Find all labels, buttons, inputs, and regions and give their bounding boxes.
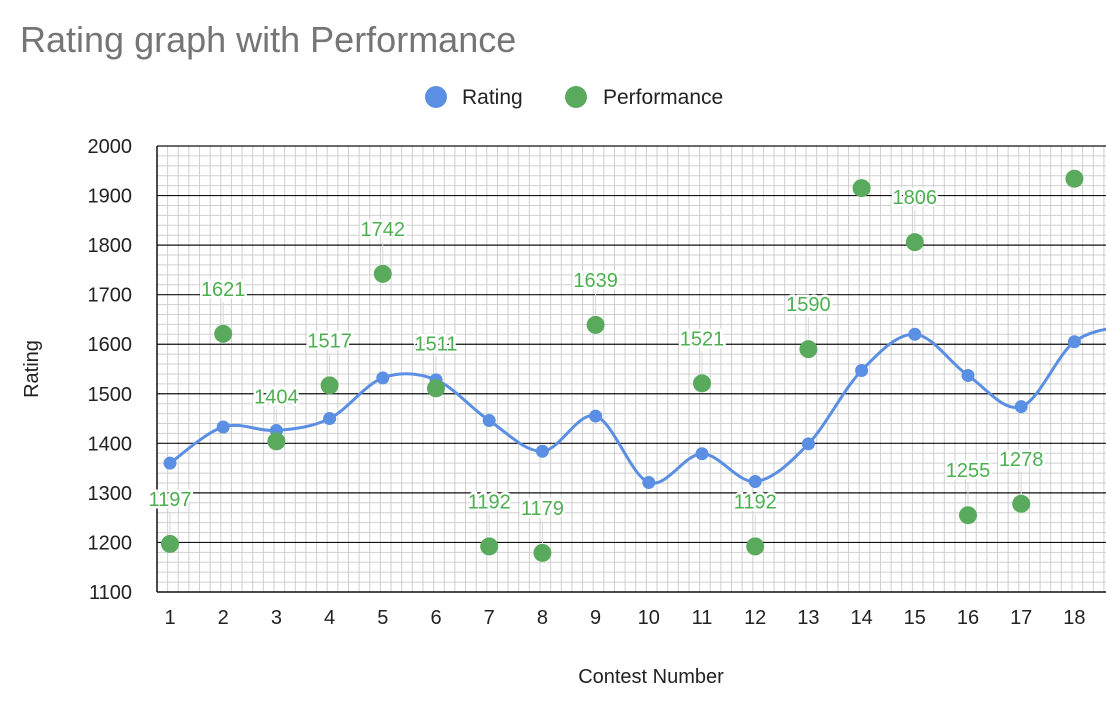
rating-point	[376, 371, 390, 385]
performance-data-label: 1179	[521, 498, 564, 520]
performance-data-label: 1639	[573, 270, 618, 292]
y-tick-label: 1900	[88, 186, 133, 208]
rating-point	[908, 327, 922, 341]
x-tick-label: 2	[218, 607, 229, 629]
x-tick-label: 11	[692, 607, 713, 629]
performance-point	[267, 432, 286, 451]
x-tick-label: 16	[957, 607, 979, 629]
rating-point	[801, 437, 815, 451]
rating-point	[695, 447, 709, 461]
x-tick-label: 4	[324, 607, 335, 629]
performance-point	[693, 374, 711, 393]
performance-data-label: 1192	[734, 491, 777, 513]
x-tick-label: 13	[797, 607, 819, 629]
chart-title: Rating graph with Performance	[20, 19, 516, 60]
y-tick-label: 1600	[88, 334, 133, 356]
x-tick-label: 15	[904, 607, 926, 629]
y-axis-ticks: 2000 1900 1800 1700 1600 1500 1400 1300 1200 1100	[88, 136, 133, 604]
performance-data-label: 1521	[680, 328, 725, 350]
rating-point	[323, 412, 337, 426]
performance-point	[214, 324, 233, 343]
legend-label-rating: Rating	[462, 86, 523, 109]
legend-label-performance: Performance	[603, 86, 723, 109]
performance-point	[586, 315, 605, 334]
rating-point	[748, 474, 762, 488]
rating-point	[1014, 400, 1028, 414]
performance-data-label: 1255	[946, 460, 991, 482]
x-tick-label: 8	[537, 607, 548, 629]
x-tick-label: 1	[164, 607, 175, 629]
y-axis-title: Rating	[21, 340, 43, 398]
rating-point	[961, 368, 975, 382]
performance-point	[427, 379, 445, 398]
performance-point	[905, 233, 924, 252]
rating-point	[589, 409, 603, 423]
x-tick-label: 12	[744, 607, 766, 629]
performance-point	[1012, 494, 1031, 513]
performance-point	[852, 179, 871, 198]
rating-point	[642, 475, 656, 489]
legend-marker-rating	[425, 86, 447, 108]
x-tick-label: 9	[590, 607, 601, 629]
performance-data-label: 1806	[893, 187, 938, 209]
performance-data-label: 1517	[307, 330, 352, 352]
legend: Rating Performance	[425, 86, 723, 109]
performance-data-label: 1590	[786, 294, 831, 316]
y-tick-label: 1300	[88, 483, 133, 505]
x-tick-label: 14	[850, 607, 872, 629]
performance-point	[959, 506, 977, 525]
x-tick-label: 10	[638, 607, 660, 629]
performance-data-label: 1278	[999, 449, 1044, 471]
performance-point	[320, 376, 339, 395]
performance-data-label: 1404	[254, 386, 299, 408]
rating-point	[482, 414, 496, 428]
rating-point	[535, 444, 549, 458]
y-tick-label: 1500	[88, 384, 133, 406]
performance-point	[799, 340, 818, 359]
rating-point	[163, 456, 177, 470]
x-axis-ticks: 1 2 3 4 5 6 7 8 9 10 11 12 13 14 15 16 17 18	[164, 607, 1085, 629]
y-tick-label: 1400	[88, 433, 133, 455]
y-tick-label: 1200	[88, 532, 133, 554]
performance-point	[533, 543, 552, 562]
performance-point	[1065, 169, 1084, 188]
rating-point	[1067, 335, 1081, 349]
x-axis-title: Contest Number	[578, 666, 724, 688]
performance-data-label: 1511	[414, 333, 457, 355]
performance-point	[746, 537, 765, 556]
rating-point	[216, 420, 230, 434]
y-tick-label: 1100	[89, 582, 132, 604]
performance-point	[480, 537, 499, 556]
x-tick-label: 7	[484, 607, 495, 629]
x-tick-label: 3	[271, 607, 282, 629]
y-tick-label: 2000	[88, 136, 133, 158]
performance-data-label: 1192	[468, 491, 511, 513]
performance-data-label: 1742	[361, 219, 406, 241]
y-tick-label: 1800	[88, 235, 133, 257]
rating-point	[855, 363, 869, 377]
x-tick-label: 18	[1063, 607, 1085, 629]
x-tick-label: 17	[1010, 607, 1032, 629]
y-tick-label: 1700	[88, 285, 133, 307]
performance-point	[373, 264, 392, 283]
series-layer: 1197 1621 1404 1517 1742 1511 1192 1179 1639 1521…	[146, 169, 1106, 562]
x-tick-label: 5	[377, 607, 388, 629]
performance-data-label: 1197	[148, 489, 191, 511]
legend-marker-performance	[565, 86, 587, 108]
plot-grid	[156, 145, 1106, 593]
x-tick-label: 6	[430, 607, 441, 629]
performance-data-label: 1621	[201, 279, 246, 301]
performance-point	[161, 534, 179, 553]
